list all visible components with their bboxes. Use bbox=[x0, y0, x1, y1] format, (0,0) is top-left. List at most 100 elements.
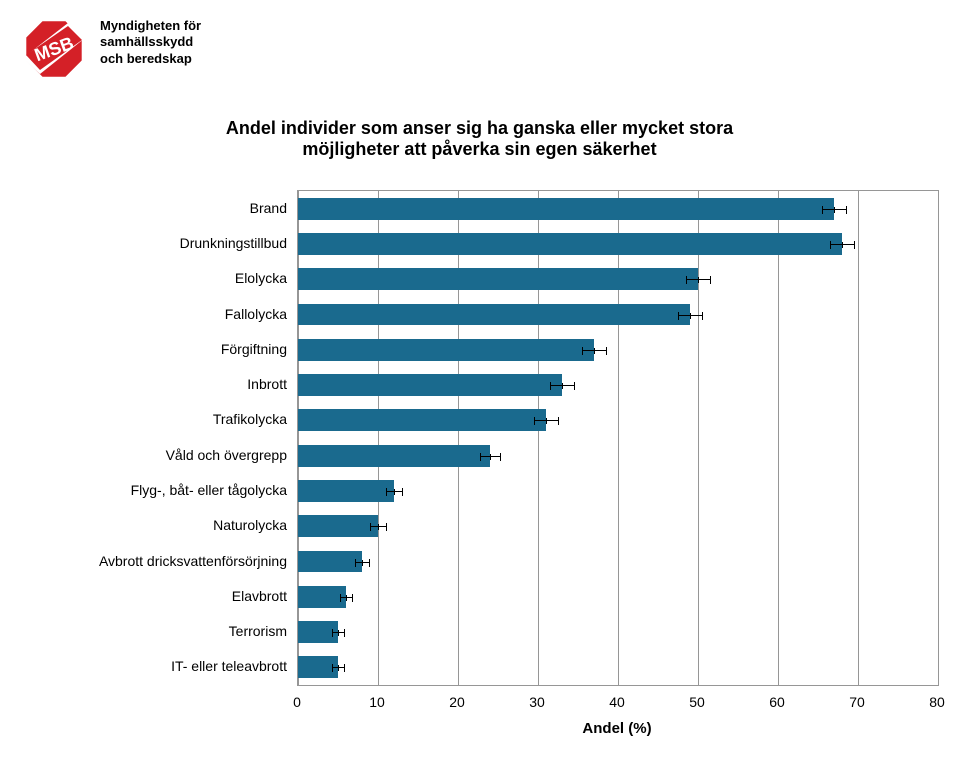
error-cap bbox=[355, 559, 356, 567]
bar bbox=[298, 480, 394, 502]
x-tick-label: 50 bbox=[689, 694, 705, 710]
category-label: Fallolycka bbox=[72, 306, 287, 322]
gridline bbox=[538, 191, 539, 685]
category-label: Flyg-, båt- eller tågolycka bbox=[72, 482, 287, 498]
error-bar bbox=[678, 315, 702, 316]
error-bar bbox=[830, 244, 854, 245]
chart-title-line-2: möjligheter att påverka sin egen säkerhe… bbox=[0, 139, 959, 160]
error-bar bbox=[332, 632, 345, 633]
error-cap bbox=[854, 241, 855, 249]
x-tick-label: 20 bbox=[449, 694, 465, 710]
error-mid bbox=[562, 383, 563, 389]
error-cap bbox=[686, 276, 687, 284]
category-label: Elolycka bbox=[72, 270, 287, 286]
error-cap bbox=[606, 347, 607, 355]
plot-area bbox=[297, 190, 939, 686]
error-cap bbox=[702, 312, 703, 320]
bar bbox=[298, 304, 690, 326]
x-tick-label: 80 bbox=[929, 694, 945, 710]
error-mid bbox=[362, 560, 363, 566]
bar bbox=[298, 409, 546, 431]
error-mid bbox=[490, 454, 491, 460]
error-cap bbox=[582, 347, 583, 355]
error-cap bbox=[574, 382, 575, 390]
error-bar bbox=[534, 420, 558, 421]
bar bbox=[298, 515, 378, 537]
chart-title-line-1: Andel individer som anser sig ha ganska … bbox=[0, 118, 959, 139]
error-mid bbox=[338, 630, 339, 636]
error-mid bbox=[594, 348, 595, 354]
x-axis-title: Andel (%) bbox=[297, 720, 937, 737]
error-cap bbox=[846, 206, 847, 214]
error-cap bbox=[550, 382, 551, 390]
x-tick-label: 70 bbox=[849, 694, 865, 710]
error-cap bbox=[344, 664, 345, 672]
error-mid bbox=[394, 489, 395, 495]
logo-block: MSB Myndigheten för samhällsskydd och be… bbox=[18, 18, 201, 80]
bar bbox=[298, 551, 362, 573]
error-mid bbox=[338, 665, 339, 671]
logo-line-3: och beredskap bbox=[100, 51, 201, 67]
category-label: Avbrott dricksvattenförsörjning bbox=[72, 553, 287, 569]
error-cap bbox=[822, 206, 823, 214]
error-cap bbox=[678, 312, 679, 320]
category-label: Naturolycka bbox=[72, 517, 287, 533]
x-tick-label: 60 bbox=[769, 694, 785, 710]
error-cap bbox=[558, 417, 559, 425]
category-label: Elavbrott bbox=[72, 588, 287, 604]
category-label: Brand bbox=[72, 200, 287, 216]
error-bar bbox=[340, 597, 353, 598]
error-cap bbox=[500, 453, 501, 461]
error-cap bbox=[534, 417, 535, 425]
category-label: Trafikolycka bbox=[72, 411, 287, 427]
gridline bbox=[618, 191, 619, 685]
bar bbox=[298, 198, 834, 220]
error-mid bbox=[546, 418, 547, 424]
error-bar bbox=[480, 456, 501, 457]
gridline bbox=[298, 191, 299, 685]
bar bbox=[298, 339, 594, 361]
gridline bbox=[778, 191, 779, 685]
gridline bbox=[938, 191, 939, 685]
error-cap bbox=[386, 488, 387, 496]
x-tick-label: 10 bbox=[369, 694, 385, 710]
chart-title: Andel individer som anser sig ha ganska … bbox=[0, 118, 959, 160]
error-bar bbox=[370, 526, 386, 527]
error-cap bbox=[369, 559, 370, 567]
msb-logo-icon: MSB bbox=[18, 18, 90, 80]
bar bbox=[298, 374, 562, 396]
error-cap bbox=[352, 594, 353, 602]
logo-line-1: Myndigheten för bbox=[100, 18, 201, 34]
error-bar bbox=[386, 491, 402, 492]
error-bar bbox=[822, 209, 846, 210]
error-cap bbox=[370, 523, 371, 531]
x-tick-label: 30 bbox=[529, 694, 545, 710]
error-mid bbox=[834, 207, 835, 213]
logo-line-2: samhällsskydd bbox=[100, 34, 201, 50]
error-cap bbox=[344, 629, 345, 637]
logo-text: Myndigheten för samhällsskydd och bereds… bbox=[100, 18, 201, 67]
bar bbox=[298, 445, 490, 467]
error-mid bbox=[346, 595, 347, 601]
error-cap bbox=[480, 453, 481, 461]
error-bar bbox=[355, 562, 369, 563]
bar bbox=[298, 268, 698, 290]
error-cap bbox=[332, 664, 333, 672]
error-cap bbox=[332, 629, 333, 637]
bar bbox=[298, 233, 842, 255]
error-cap bbox=[830, 241, 831, 249]
error-mid bbox=[842, 242, 843, 248]
error-cap bbox=[710, 276, 711, 284]
error-cap bbox=[340, 594, 341, 602]
category-label: Våld och övergrepp bbox=[72, 447, 287, 463]
error-cap bbox=[402, 488, 403, 496]
gridline bbox=[458, 191, 459, 685]
error-mid bbox=[378, 524, 379, 530]
x-tick-label: 40 bbox=[609, 694, 625, 710]
gridline bbox=[858, 191, 859, 685]
category-label: Inbrott bbox=[72, 376, 287, 392]
error-bar bbox=[686, 279, 710, 280]
category-label: Terrorism bbox=[72, 623, 287, 639]
error-bar bbox=[550, 385, 574, 386]
category-label: Drunkningstillbud bbox=[72, 235, 287, 251]
